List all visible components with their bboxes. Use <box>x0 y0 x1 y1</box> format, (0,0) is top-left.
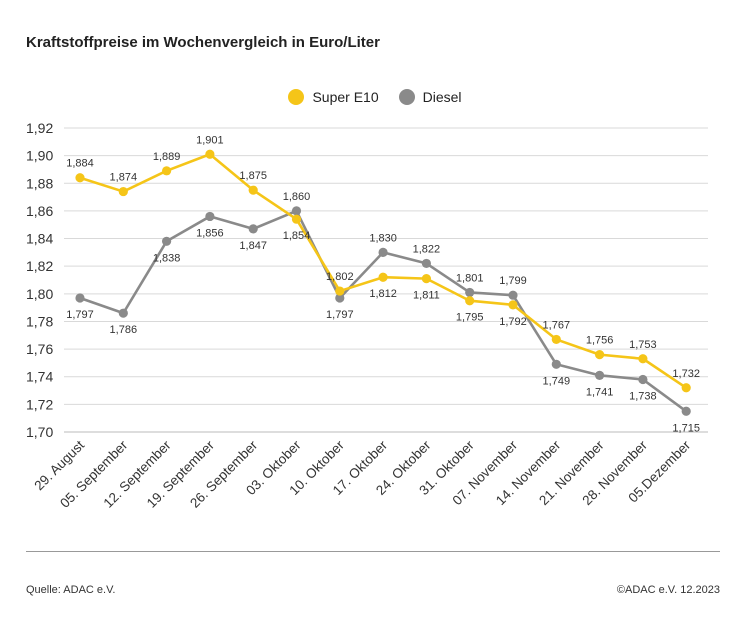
bottom-divider <box>26 551 720 552</box>
data-label-diesel: 1,856 <box>196 227 224 239</box>
data-label-diesel: 1,797 <box>66 309 94 321</box>
source-note: Quelle: ADAC e.V. <box>26 584 116 596</box>
legend-label-diesel: Diesel <box>422 89 462 105</box>
data-label-super-e10: 1,812 <box>369 288 397 300</box>
data-point-super-e10 <box>291 214 302 224</box>
data-label-super-e10: 1,884 <box>66 158 94 170</box>
legend-marker-diesel <box>398 89 415 105</box>
legend-marker-super-e10 <box>288 89 305 105</box>
data-point-super-e10 <box>118 186 128 197</box>
data-label-diesel: 1,838 <box>153 252 181 264</box>
y-tick-label: 1,80 <box>26 286 53 302</box>
y-tick-label: 1,90 <box>26 148 53 164</box>
data-point-super-e10 <box>75 173 85 183</box>
data-point-super-e10 <box>551 334 561 345</box>
data-point-diesel <box>638 374 648 385</box>
data-label-diesel: 1,741 <box>586 386 614 398</box>
data-point-super-e10 <box>421 274 431 284</box>
data-label-diesel: 1,738 <box>629 390 657 402</box>
data-point-super-e10 <box>162 166 172 176</box>
data-point-diesel <box>465 287 475 298</box>
data-label-diesel: 1,715 <box>672 422 700 434</box>
y-tick-label: 1,92 <box>26 120 53 136</box>
data-label-super-e10: 1,795 <box>456 312 484 324</box>
data-point-diesel <box>508 290 518 300</box>
data-point-super-e10 <box>378 272 388 282</box>
data-point-diesel <box>595 370 605 380</box>
data-label-diesel: 1,822 <box>413 243 441 255</box>
y-tick-label: 1,70 <box>26 424 53 440</box>
data-label-diesel: 1,860 <box>283 191 311 203</box>
y-tick-label: 1,84 <box>26 231 53 247</box>
data-label-super-e10: 1,753 <box>629 339 657 351</box>
data-label-super-e10: 1,875 <box>239 170 267 182</box>
y-tick-label: 1,78 <box>26 313 53 329</box>
y-tick-label: 1,82 <box>26 258 53 274</box>
data-point-diesel <box>75 293 85 303</box>
data-label-super-e10: 1,732 <box>672 368 700 380</box>
y-tick-label: 1,72 <box>26 396 53 412</box>
series-line-super-e10 <box>79 152 687 389</box>
data-point-diesel <box>205 211 215 222</box>
legend: Super E10 Diesel <box>0 89 750 105</box>
y-tick-label: 1,88 <box>26 175 53 191</box>
data-point-diesel <box>681 406 691 416</box>
chart-title: Kraftstoffpreise im Wochenvergleich in E… <box>26 34 380 51</box>
data-point-super-e10 <box>681 383 691 393</box>
data-point-super-e10 <box>248 185 258 195</box>
data-label-diesel: 1,797 <box>326 309 354 321</box>
data-label-super-e10: 1,811 <box>413 290 440 302</box>
data-point-diesel <box>248 224 258 234</box>
data-label-diesel: 1,749 <box>543 375 571 387</box>
data-label-super-e10: 1,889 <box>153 151 181 163</box>
y-tick-label: 1,76 <box>26 341 53 357</box>
data-label-super-e10: 1,792 <box>499 316 527 328</box>
data-label-super-e10: 1,802 <box>326 271 354 283</box>
data-point-super-e10 <box>205 149 215 159</box>
copyright-note: ©ADAC e.V. 12.2023 <box>616 584 720 596</box>
data-point-diesel <box>118 308 128 318</box>
data-label-super-e10: 1,901 <box>196 134 224 146</box>
y-tick-label: 1,86 <box>26 203 53 219</box>
data-point-diesel <box>162 236 172 246</box>
y-tick-label: 1,74 <box>26 369 53 385</box>
data-point-diesel <box>421 258 431 269</box>
data-point-diesel <box>291 206 302 216</box>
data-label-super-e10: 1,854 <box>283 230 311 242</box>
data-label-super-e10: 1,767 <box>543 319 571 331</box>
data-label-diesel: 1,830 <box>369 232 397 244</box>
data-point-diesel <box>551 359 561 369</box>
data-label-diesel: 1,786 <box>110 324 138 336</box>
data-label-super-e10: 1,756 <box>586 335 614 347</box>
legend-item-super-e10: Super E10 <box>288 89 379 105</box>
legend-label-super-e10: Super E10 <box>312 89 379 105</box>
data-label-super-e10: 1,874 <box>110 172 138 184</box>
data-point-diesel <box>335 293 345 303</box>
legend-item-diesel: Diesel <box>398 89 462 105</box>
data-label-diesel: 1,799 <box>499 275 527 287</box>
data-point-super-e10 <box>335 286 345 296</box>
data-point-super-e10 <box>465 296 475 306</box>
data-label-diesel: 1,847 <box>239 240 267 252</box>
data-point-super-e10 <box>508 300 518 310</box>
data-label-diesel: 1,801 <box>456 272 484 284</box>
data-point-diesel <box>378 247 388 257</box>
data-point-super-e10 <box>595 350 605 360</box>
data-point-super-e10 <box>638 354 648 364</box>
